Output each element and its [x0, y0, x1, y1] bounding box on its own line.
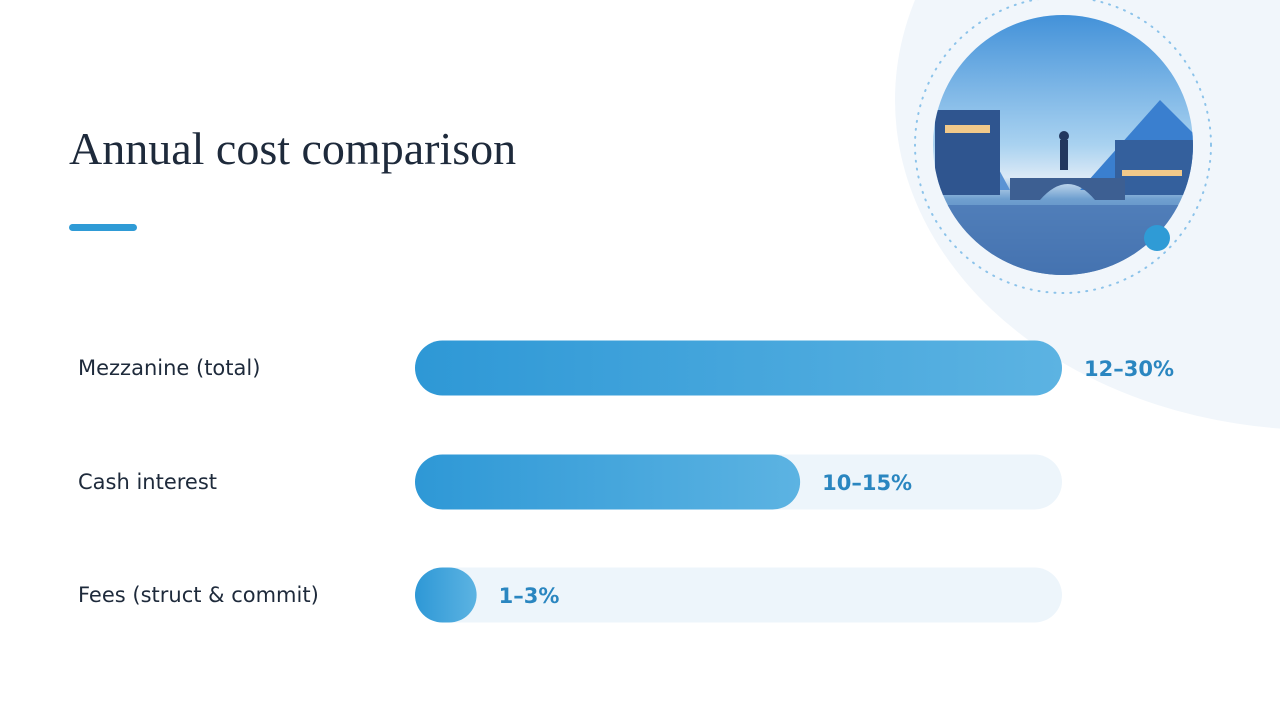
bar — [415, 454, 801, 510]
category-label: Mezzanine (total) — [78, 356, 260, 380]
category-label: Cash interest — [78, 470, 217, 494]
bar-track — [415, 567, 1062, 623]
bar — [415, 340, 1062, 396]
dotted-ring — [914, 0, 1212, 294]
value-label: 12–30% — [1084, 357, 1174, 381]
value-label: 10–15% — [822, 471, 912, 495]
title-accent — [69, 224, 137, 231]
chart-title: Annual cost comparison — [69, 123, 516, 174]
accent-dot — [1144, 225, 1170, 251]
bar — [415, 567, 477, 623]
value-label: 1–3% — [499, 584, 560, 608]
category-label: Fees (struct & commit) — [78, 583, 319, 607]
